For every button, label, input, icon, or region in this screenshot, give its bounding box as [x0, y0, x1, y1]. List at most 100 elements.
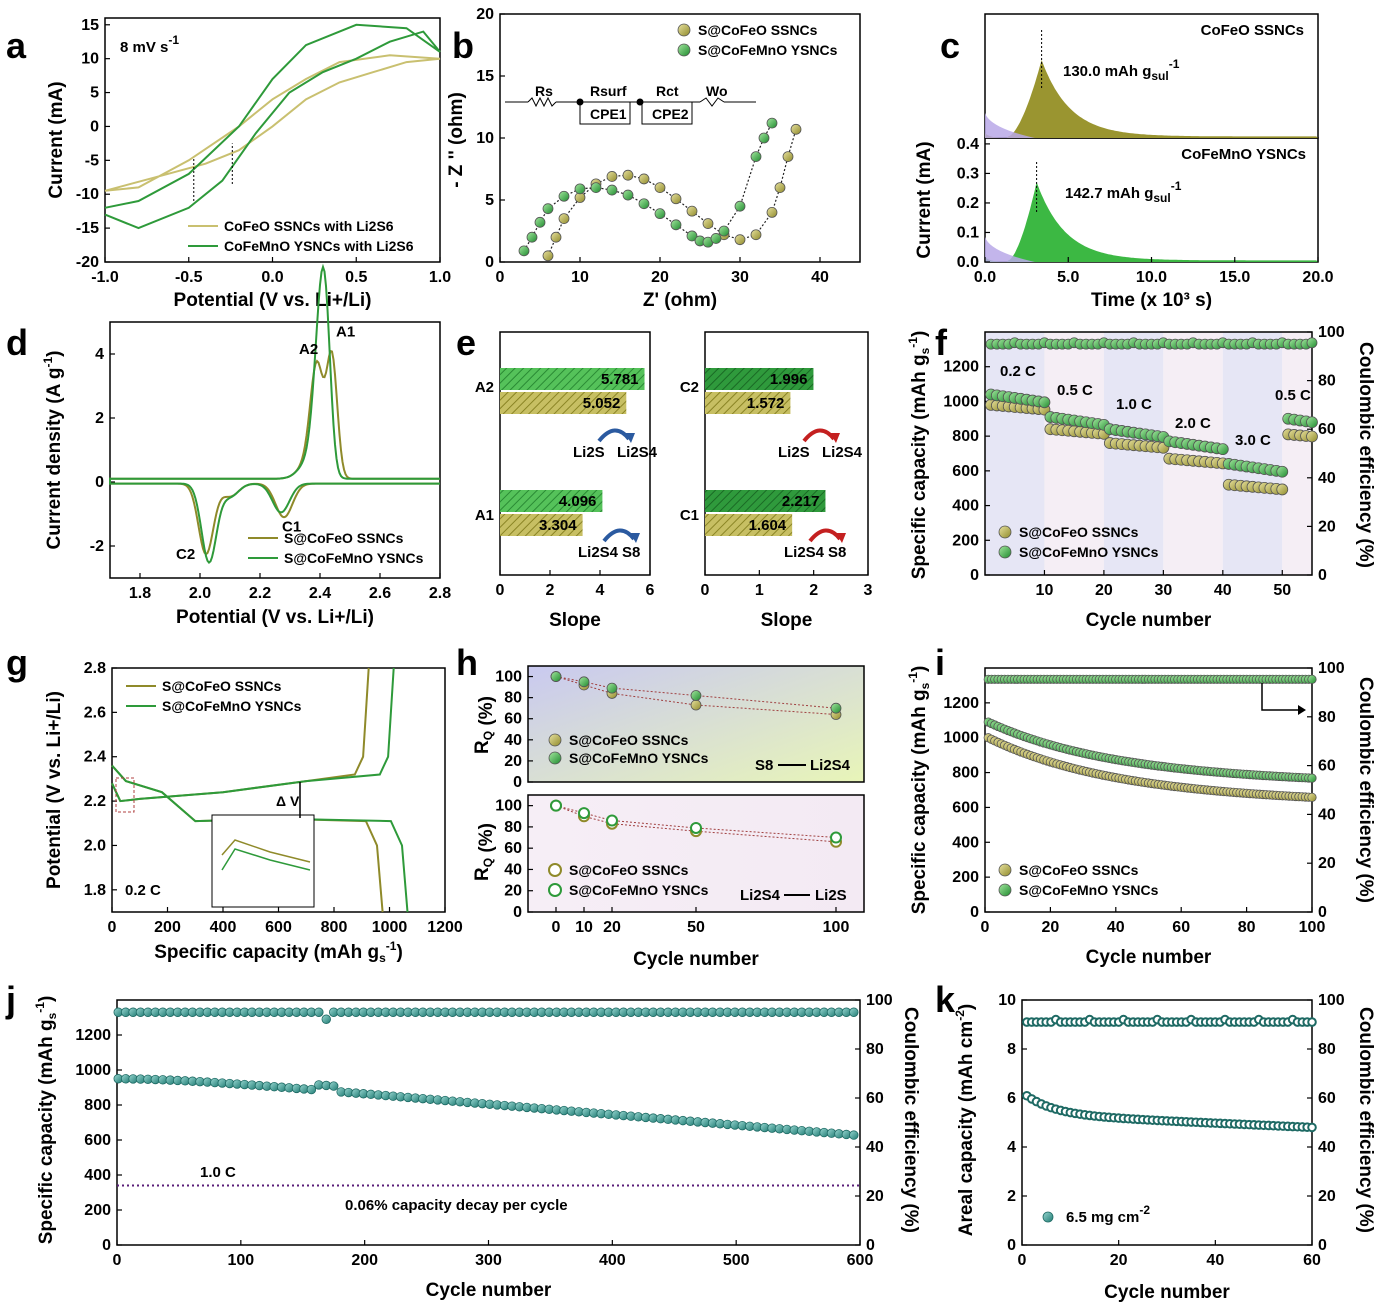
panel-f-capacity-point [1306, 430, 1318, 443]
panel-b-point [766, 206, 778, 218]
panel-b-legend-2-swatch [677, 43, 691, 57]
panel-k-capacity-point [1307, 1122, 1317, 1133]
panel-f-rate-5: 3.0 C [1235, 432, 1271, 449]
panel-h-bottom-ytick-label: 80 [504, 819, 522, 836]
panel-e-label: e [456, 322, 476, 363]
panel-j-y2-ytick-label: 100 [866, 992, 893, 1009]
panel-h-xtick-label: 0 [552, 919, 561, 936]
panel-d-xtick-label: 2.6 [369, 585, 391, 602]
panel-b-point [686, 205, 698, 217]
panel-k-y2-ytick-label: 80 [1318, 1041, 1336, 1058]
panel-h-point [606, 682, 618, 694]
panel-i-frame [984, 667, 1313, 913]
panel-j-y2-ytick-label: 40 [866, 1139, 884, 1156]
panel-f-rate-band [1044, 332, 1104, 575]
panel-k-ytick-label: 0 [1007, 1237, 1016, 1254]
panel-i-legend-1-label: S@CoFeO SSNCs [1019, 862, 1139, 878]
panel-e-left-bar-value: 3.304 [539, 517, 577, 534]
panel-i-label: i [935, 642, 945, 683]
panel-e-reaction-c1-from: Li2S4 [784, 544, 825, 561]
panel-b-ytick-label: 0 [485, 254, 494, 271]
panel-k-ytick-label: 6 [1007, 1090, 1016, 1107]
panel-i-ytick-label: 800 [952, 765, 979, 782]
panel-c-xtick-label: 10.0 [1136, 269, 1167, 286]
panel-f-y2-ytick-label: 100 [1318, 324, 1345, 341]
panel-b-point [622, 169, 634, 181]
panel-g-inset [211, 814, 315, 908]
panel-f-y2label: Coulombic efficiency (%) [1355, 342, 1376, 568]
panel-h-point [606, 814, 618, 827]
panel-i-ytick-label: 1200 [943, 695, 979, 712]
panel-j-capacity-point [306, 1084, 317, 1095]
panel-c-ytick-label: 0.4 [957, 136, 979, 153]
panel-c-bottom-area-background [985, 237, 1035, 262]
panel-k-y2-ytick-label: 60 [1318, 1090, 1336, 1107]
panel-b-ytick-label: 15 [476, 68, 494, 85]
panel-c-top-area [985, 60, 1318, 138]
panel-a-xtick-label: -1.0 [91, 269, 119, 286]
panel-b-point [734, 200, 746, 212]
panel-e-right-bar-C1-1 [705, 490, 826, 512]
panel-d-xtick-label: 2.4 [309, 585, 331, 602]
panel-j-ytick-label: 400 [84, 1167, 111, 1184]
panel-i-y2label: Coulombic efficiency (%) [1355, 677, 1376, 903]
panel-d-peak-a1: A1 [336, 323, 355, 340]
panel-h-top-ytick-label: 60 [504, 711, 522, 728]
panel-e-right-frame [704, 331, 869, 576]
panel-h-bottom-reaction-from: Li2S4 [740, 887, 781, 904]
panel-b-point [654, 182, 666, 194]
panel-h-bottom-legend-2-swatch [548, 883, 562, 897]
panel-k-xtick-label: 60 [1303, 1252, 1321, 1269]
panel-b-ytick-label: 5 [485, 192, 494, 209]
panel-f-xtick-label: 30 [1154, 582, 1172, 599]
panel-f-ytick-label: 0 [970, 567, 979, 584]
panel-e-reaction-c2-from: Li2S [778, 444, 810, 461]
panel-h-top-ytick-label: 100 [495, 669, 522, 686]
panel-g-xtick-label: 0 [108, 919, 117, 936]
panel-f-legend-2-swatch [998, 545, 1012, 559]
panel-b-point [606, 184, 618, 196]
panel-b-point [654, 208, 666, 220]
panel-j-ytick-label: 1200 [75, 1027, 111, 1044]
panel-k-label: k [935, 979, 956, 1020]
panel-h-bottom-ytick-label: 60 [504, 840, 522, 857]
panel-b-xtick-label: 30 [731, 269, 749, 286]
panel-c-ylabel: Current (mA) [914, 141, 935, 258]
panel-b-circuit-rs-label: Rs [535, 83, 553, 99]
panel-h-bottom-reaction-to: Li2S [815, 887, 847, 904]
panel-e-reaction-a2-arrowhead [625, 433, 635, 443]
panel-b-legend-1-label: S@CoFeO SSNCs [698, 22, 818, 38]
panel-e-right-xtick-label: 1 [755, 582, 764, 599]
panel-d-frame [109, 321, 441, 579]
panel-e-right-bar-value: 1.604 [749, 517, 787, 534]
panel-h-top-ytick-label: 20 [504, 753, 522, 770]
panel-c-bottom-title: CoFeMnO YSNCs [1181, 146, 1306, 163]
panel-i-ytick-label: 600 [952, 799, 979, 816]
panel-k-ytick-label: 10 [998, 992, 1016, 1009]
panel-f-ytick-label: 200 [952, 532, 979, 549]
panel-b-point [542, 250, 554, 262]
panel-e-left-xtick-label: 6 [646, 582, 655, 599]
panel-d-xtick-label: 2.2 [249, 585, 271, 602]
panel-b-ytick-label: 10 [476, 130, 494, 147]
panel-b-point [534, 216, 546, 228]
panel-f-ytick-label: 600 [952, 463, 979, 480]
panel-b-point [734, 234, 746, 246]
panel-h-bottom-ylabel: RQ (%) [472, 823, 497, 881]
panel-f-y2-ytick-label: 0 [1318, 567, 1327, 584]
panel-f-xtick-label: 10 [1036, 582, 1054, 599]
panel-f-rate-band [1222, 332, 1283, 575]
panel-c-ytick-label: 0.1 [957, 224, 979, 241]
panel-i-ytick-label: 1000 [943, 730, 979, 747]
panel-j-capacity-point [849, 1130, 859, 1140]
panel-b-point [542, 203, 554, 215]
panel-h-bottom-ytick-label: 40 [504, 861, 522, 878]
panel-c-ytick-label: 0.0 [957, 254, 979, 271]
panel-h-point [578, 676, 590, 688]
panel-h-point [830, 831, 842, 844]
panel-k-ytick-label: 2 [1007, 1188, 1016, 1205]
panel-h-point [690, 699, 702, 711]
panel-e-left-xtick-label: 2 [546, 582, 555, 599]
panel-g-xtick-label: 800 [321, 919, 348, 936]
